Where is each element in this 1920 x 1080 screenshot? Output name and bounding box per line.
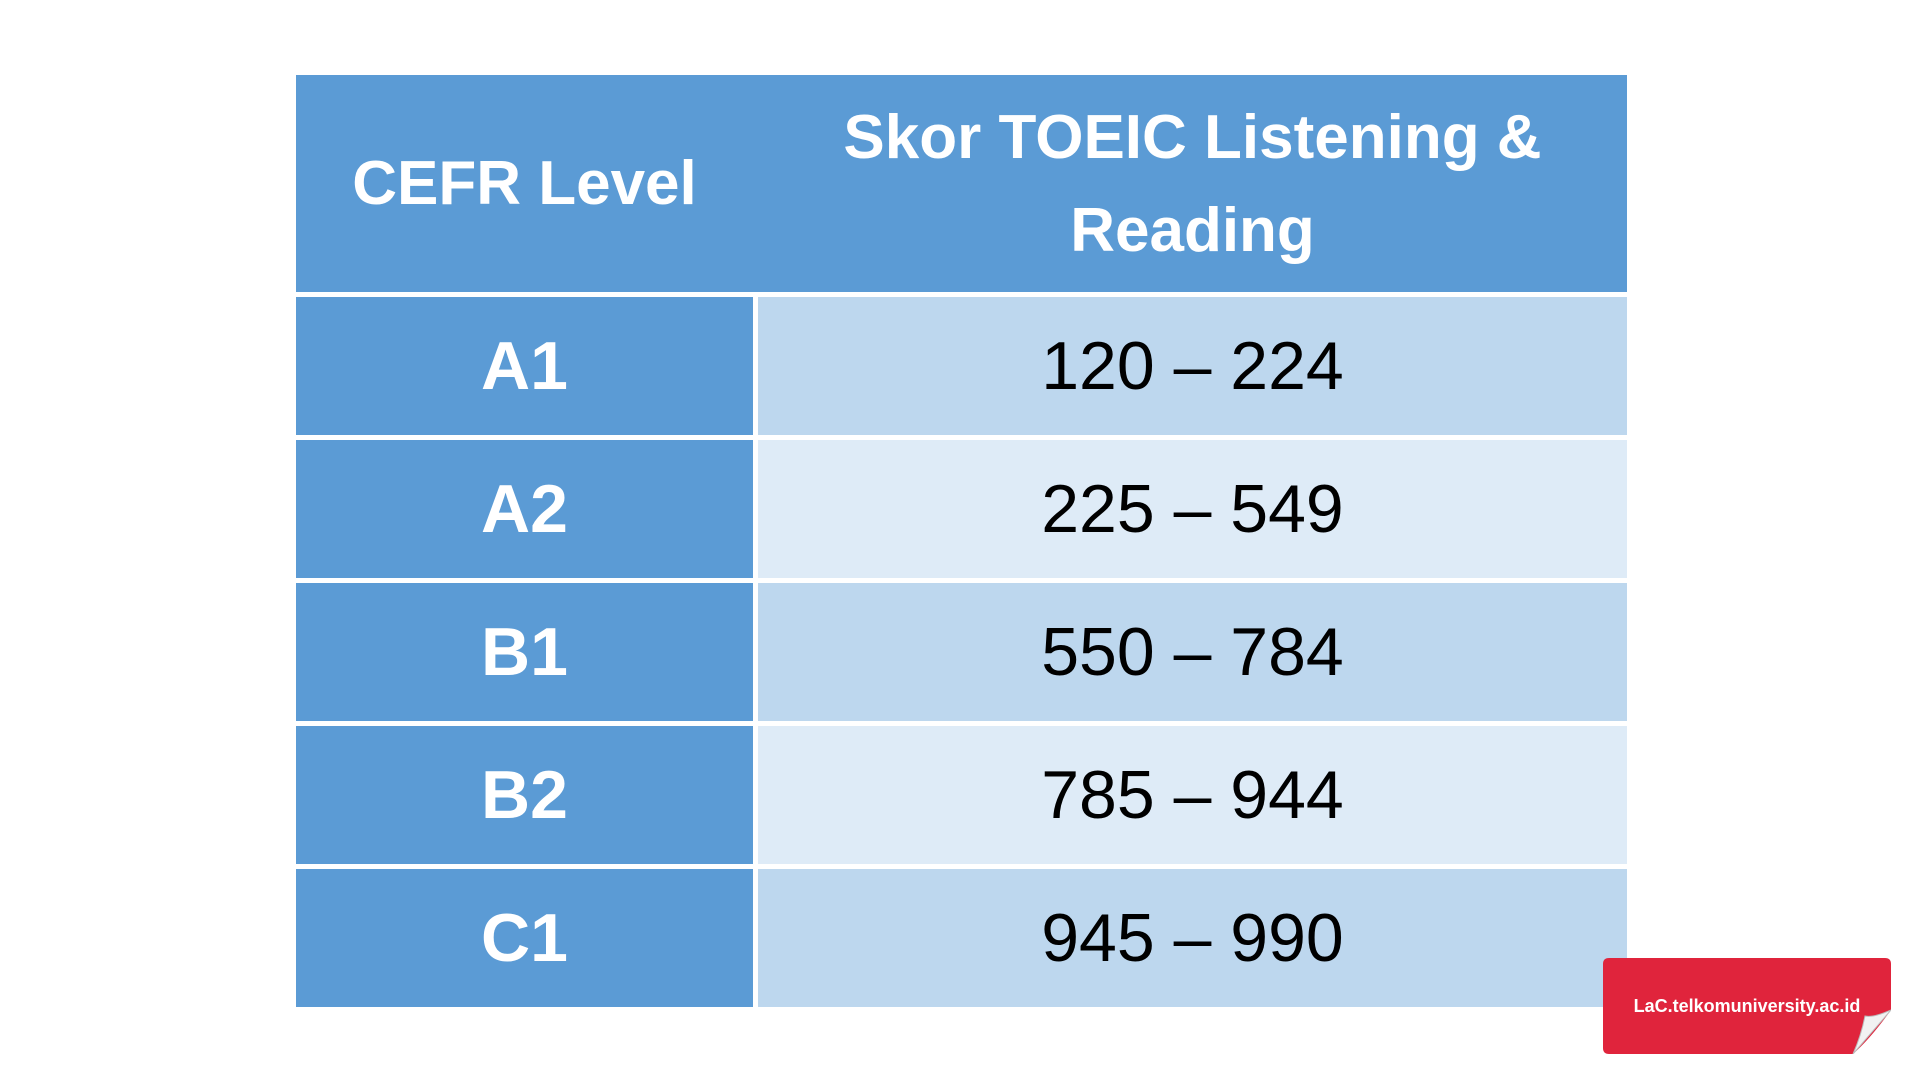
badge-text: LaC.telkomuniversity.ac.id	[1633, 995, 1861, 1016]
level-cell: A2	[296, 440, 753, 578]
score-cell: 550 – 784	[758, 583, 1627, 721]
badge: LaC.telkomuniversity.ac.id	[1603, 958, 1892, 1055]
level-cell: A1	[296, 297, 753, 435]
level-cell: B1	[296, 583, 753, 721]
score-cell: 945 – 990	[758, 869, 1627, 1007]
score-cell: 120 – 224	[758, 297, 1627, 435]
level-cell: C1	[296, 869, 753, 1007]
score-cell: 785 – 944	[758, 726, 1627, 864]
header-cell: CEFR Level	[296, 75, 753, 292]
level-cell: B2	[296, 726, 753, 864]
score-cell: 225 – 549	[758, 440, 1627, 578]
header-cell: Skor TOEIC Listening & Reading	[753, 75, 1627, 292]
badge-shape	[1603, 958, 1892, 1055]
table: CEFR Level Skor TOEIC Listening & Readin…	[296, 75, 1627, 1007]
